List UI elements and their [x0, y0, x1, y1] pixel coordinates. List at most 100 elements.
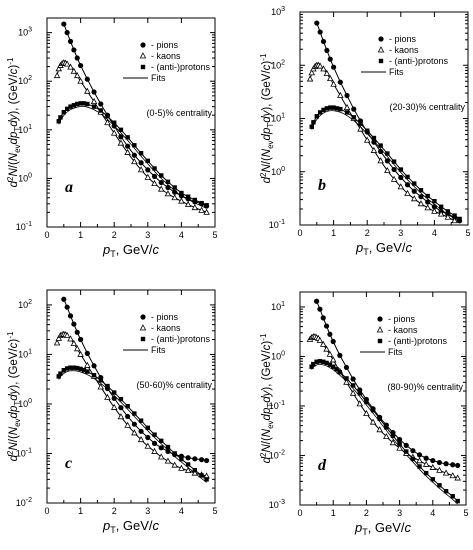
- legend-marker-triangle: [377, 46, 385, 53]
- data-point: [351, 115, 356, 120]
- data-point: [124, 421, 131, 428]
- data-point: [56, 374, 61, 379]
- data-point: [442, 469, 450, 476]
- x-tick-label: 5: [212, 506, 217, 516]
- data-point: [418, 188, 424, 193]
- data-point: [98, 101, 104, 107]
- data-point: [104, 393, 111, 400]
- panel-d: 0 1 2 3 4 5 10-3 10-2 10-1 100 101 - pions- kaons- …: [259, 291, 469, 537]
- data-point: [159, 173, 164, 178]
- data-point: [204, 457, 210, 464]
- data-point: [417, 464, 422, 469]
- data-point: [184, 200, 192, 207]
- data-point: [423, 470, 429, 476]
- data-point: [455, 498, 460, 504]
- fit-curve-alt: [311, 363, 458, 505]
- data-point: [403, 442, 409, 448]
- data-point: [343, 364, 350, 371]
- fit-curve: [56, 62, 207, 213]
- data-point: [67, 313, 74, 319]
- data-point: [53, 72, 61, 79]
- y-tick-label: 102: [18, 299, 32, 310]
- data-point: [397, 183, 405, 190]
- data-point: [74, 55, 80, 61]
- fit-curve: [309, 64, 455, 222]
- data-point: [314, 114, 319, 119]
- data-point: [431, 207, 438, 214]
- data-point: [324, 47, 330, 54]
- data-point: [383, 433, 390, 440]
- x-axis-label: pT, GeV/c: [354, 520, 412, 537]
- data-point: [67, 38, 74, 44]
- data-point: [204, 203, 209, 208]
- data-point: [78, 101, 83, 106]
- x-tick-label: 0: [44, 506, 49, 516]
- y-tick-label: 101: [271, 301, 285, 312]
- data-point: [151, 173, 158, 179]
- data-point: [64, 30, 70, 36]
- data-point: [378, 143, 383, 148]
- data-point: [91, 373, 97, 378]
- data-point: [159, 438, 164, 444]
- x-tick-label: 3: [398, 228, 403, 238]
- data-point: [343, 378, 350, 385]
- panel-label: d: [318, 457, 327, 474]
- data-point: [55, 65, 63, 72]
- centrality-label: (80-90)% centrality: [387, 382, 463, 392]
- y-tick-label: 10-1: [16, 221, 32, 232]
- y-tick-label: 10-2: [16, 497, 32, 508]
- data-point: [323, 69, 331, 76]
- data-point: [185, 455, 191, 461]
- legend-label: - pions: [389, 34, 417, 44]
- x-axis-label: pT, GeV/c: [102, 242, 160, 259]
- data-point: [416, 452, 423, 458]
- x-tick-label: 3: [397, 508, 402, 518]
- data-point: [437, 483, 442, 488]
- y-tick-label: 101: [271, 113, 285, 124]
- data-point: [178, 197, 185, 204]
- legend-label: Fits: [151, 73, 166, 83]
- data-point: [132, 143, 137, 148]
- data-point: [384, 425, 389, 430]
- x-tick-label: 4: [179, 506, 184, 516]
- legend-label: - pions: [151, 312, 179, 322]
- x-tick-label: 1: [331, 228, 336, 238]
- data-point: [357, 125, 364, 132]
- data-point: [171, 194, 178, 201]
- data-point: [320, 65, 327, 72]
- data-point: [397, 436, 403, 443]
- data-point: [61, 110, 66, 115]
- data-point: [370, 146, 378, 153]
- data-point: [314, 359, 319, 364]
- data-point: [145, 158, 150, 164]
- data-point: [390, 433, 396, 438]
- data-point: [377, 157, 384, 164]
- data-point: [444, 213, 452, 220]
- data-point: [71, 47, 77, 53]
- data-point: [125, 404, 130, 409]
- data-point: [111, 395, 117, 401]
- data-point: [191, 204, 199, 211]
- x-tick-label: 5: [465, 228, 470, 238]
- data-point: [331, 64, 337, 70]
- y-tick-label: 100: [271, 166, 285, 177]
- data-point: [61, 21, 67, 27]
- data-point: [199, 200, 204, 206]
- data-point: [397, 441, 402, 447]
- data-point: [137, 166, 145, 173]
- data-point: [418, 194, 424, 200]
- fit-curve: [63, 299, 207, 461]
- legend-label: - (anti-)protons: [389, 56, 449, 66]
- legend-marker-circle: [140, 42, 146, 48]
- x-tick-label: 0: [44, 230, 49, 240]
- data-point: [316, 336, 324, 343]
- data-point: [385, 151, 390, 156]
- legend-marker-square: [378, 58, 384, 64]
- data-point: [63, 60, 71, 67]
- data-point: [326, 75, 334, 82]
- x-tick-label: 1: [78, 230, 83, 240]
- data-point: [330, 338, 336, 345]
- y-tick-label: 100: [18, 398, 32, 409]
- y-tick-label: 102: [271, 59, 285, 70]
